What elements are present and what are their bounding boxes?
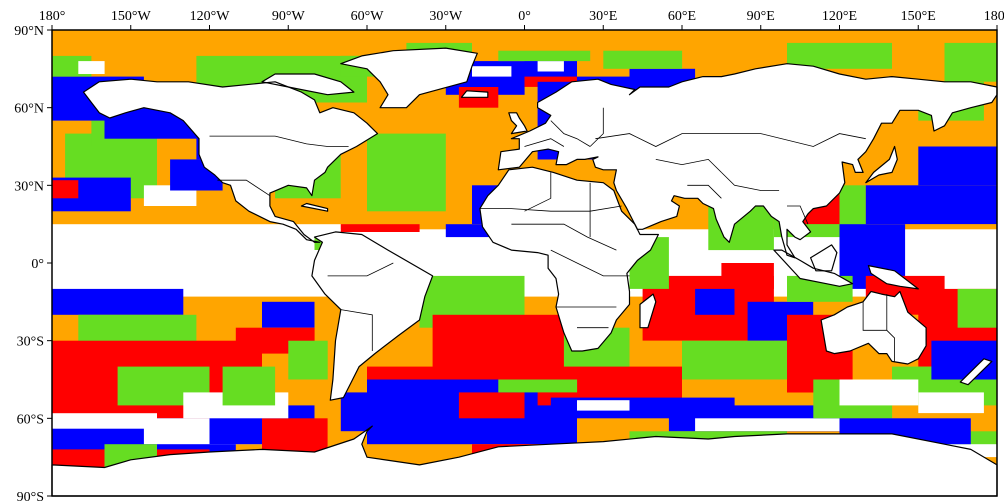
lon-tick-label: 30°E — [589, 9, 617, 24]
land-australia — [821, 291, 927, 364]
land-madagascar — [640, 294, 656, 328]
lon-tick-label: 60°W — [351, 9, 385, 24]
country-border — [721, 172, 780, 191]
class-patch — [498, 379, 578, 393]
country-border — [550, 249, 630, 277]
class-patch — [222, 366, 276, 406]
country-border — [511, 223, 617, 251]
coastline-uk — [508, 112, 528, 135]
class-patch — [695, 288, 735, 315]
country-border — [595, 133, 866, 147]
coastline-japan — [865, 145, 898, 184]
land-new-zealand — [960, 358, 992, 385]
lon-tick-label: 180° — [984, 9, 1004, 24]
coastline-greenland — [340, 47, 478, 109]
coastline-madagascar — [639, 293, 657, 329]
coastline-australia — [820, 290, 927, 365]
lat-tick-label: 90°S — [17, 490, 44, 502]
land-eurasia — [498, 63, 997, 258]
lon-tick-label: 120°E — [822, 9, 857, 24]
lat-tick-label: 0° — [31, 257, 44, 272]
lat-tick-label: 90°N — [14, 24, 44, 39]
coastline-iceland — [460, 90, 489, 98]
country-border — [787, 205, 809, 225]
country-border — [327, 262, 394, 277]
coastline-africa — [479, 166, 660, 352]
lon-tick-label: 90°W — [272, 9, 306, 24]
land-borneo — [810, 244, 837, 271]
lat-tick-label: 60°S — [17, 412, 44, 427]
country-border — [479, 205, 622, 212]
class-patch — [944, 42, 997, 82]
class-patch — [458, 392, 525, 419]
land-greenland — [340, 48, 478, 108]
class-patch — [787, 42, 892, 69]
class-patch — [498, 50, 591, 62]
longitude-labels: 180° 150°W 120°W 90°W 60°W 30°W 0° 30°E 60°E 90°E… — [39, 9, 1004, 24]
coastline-eurasia — [497, 63, 998, 259]
land-japan — [865, 146, 898, 183]
latitude-labels: 90°N 60°N 30°N 0° 30°S 60°S 90°S — [14, 24, 44, 502]
lon-tick-label: 150°W — [111, 9, 152, 24]
lon-tick-label: 60°E — [668, 9, 696, 24]
coastline-cuba — [300, 202, 329, 212]
class-patch — [340, 392, 420, 432]
coastline-new-guinea — [867, 265, 919, 290]
class-patch — [340, 224, 420, 232]
coastline-north-america — [82, 78, 379, 243]
country-border — [550, 120, 591, 147]
coastline-greenland-arctic-islands — [261, 73, 355, 96]
class-patch — [288, 340, 328, 380]
class-patch — [918, 146, 998, 186]
country-border — [655, 158, 722, 173]
class-patch — [537, 61, 564, 72]
lon-tick-label: 30°W — [429, 9, 463, 24]
class-patch — [52, 413, 157, 429]
land-iceland — [461, 90, 488, 98]
country-border — [524, 172, 552, 212]
coastline-indonesia — [773, 249, 854, 287]
land-antarctica — [52, 426, 997, 496]
class-patch — [865, 185, 998, 225]
lat-tick-label: 60°N — [14, 102, 44, 117]
country-border — [524, 138, 565, 147]
class-patch — [367, 133, 446, 212]
class-patch — [472, 66, 512, 77]
lon-tick-label: 0° — [518, 9, 531, 24]
coastlines — [51, 47, 998, 497]
class-patch — [52, 224, 341, 238]
lon-tick-label: 180° — [39, 9, 66, 24]
lat-tick-label: 30°S — [17, 335, 44, 350]
country-border — [340, 309, 373, 351]
land-cuba — [301, 203, 328, 212]
land-uk — [508, 112, 528, 134]
land-north-america — [83, 79, 378, 243]
lon-tick-label: 90°E — [747, 9, 775, 24]
class-patch — [262, 301, 315, 328]
axis-ticks — [47, 25, 998, 497]
class-patch — [577, 400, 630, 411]
class-patch — [957, 288, 997, 328]
country-border — [589, 107, 604, 147]
class-patch — [78, 61, 105, 74]
coastline-new-zealand — [959, 358, 993, 386]
class-patch — [52, 180, 79, 199]
class-patch — [603, 50, 683, 69]
coastline-south-america — [311, 231, 434, 401]
land-new-guinea — [868, 265, 919, 289]
coastline-antarctica — [51, 425, 998, 497]
country-border — [217, 179, 271, 197]
lon-tick-label: 120°W — [190, 9, 231, 24]
class-patch — [695, 418, 840, 432]
class-patch — [52, 288, 184, 315]
lon-tick-label: 150°E — [901, 9, 936, 24]
class-patch — [721, 263, 774, 289]
class-patch — [918, 392, 984, 414]
coastline-borneo — [809, 244, 838, 272]
country-border — [687, 184, 722, 199]
class-patch — [839, 379, 919, 406]
country-border — [209, 135, 349, 147]
lat-tick-label: 30°N — [14, 179, 44, 194]
